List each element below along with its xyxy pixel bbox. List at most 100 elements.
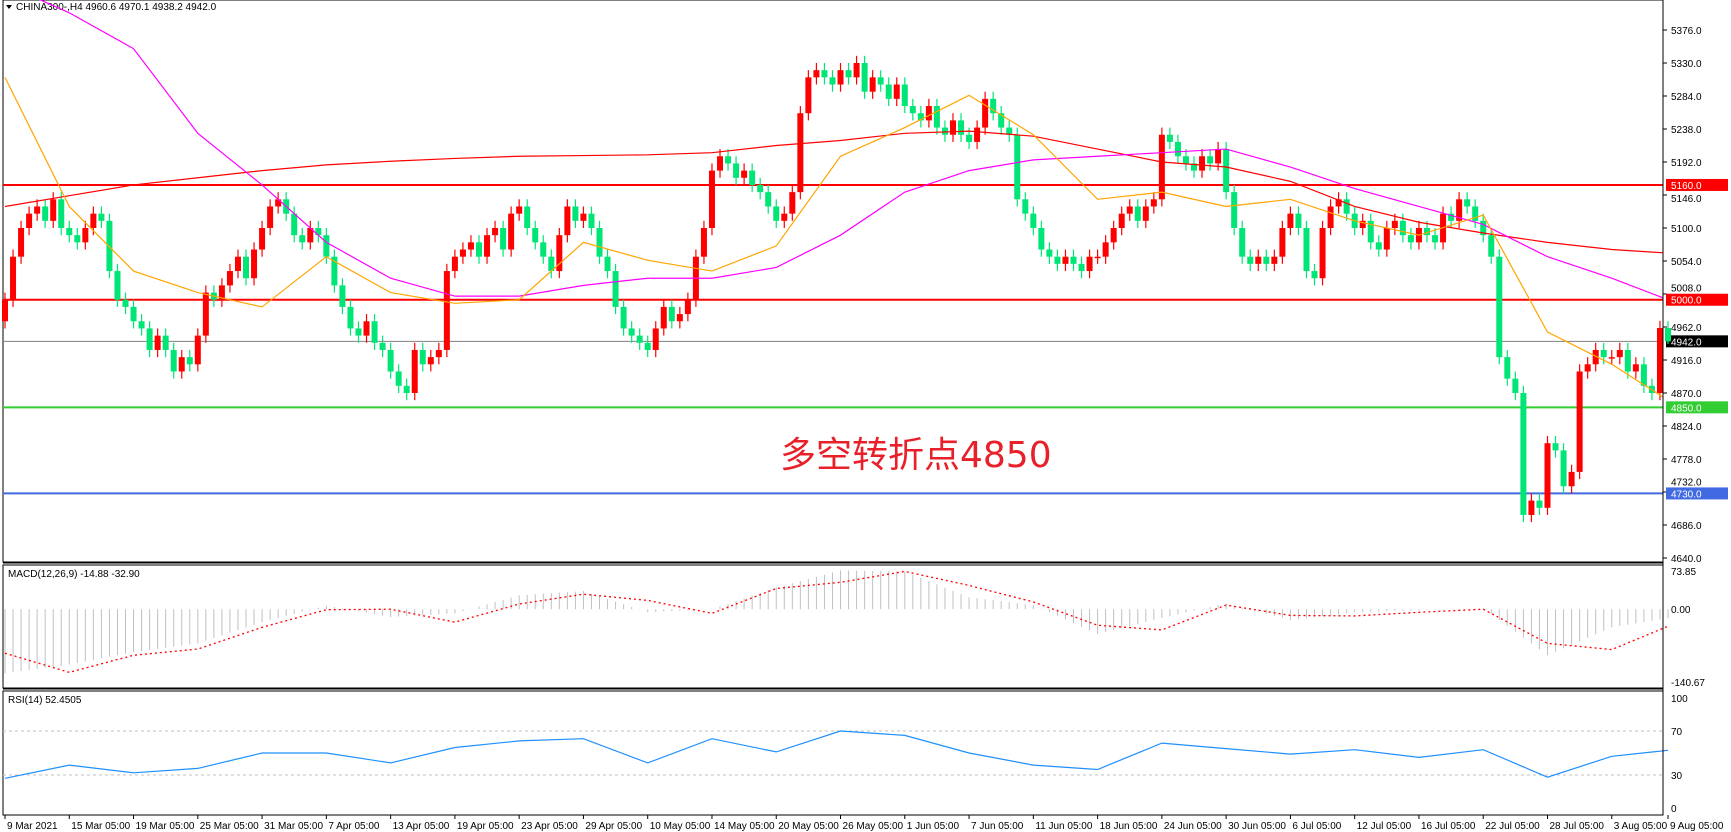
time-label: 28 Jul 05:00 (1549, 821, 1604, 832)
candle-body (1279, 228, 1286, 257)
candle-body (1303, 228, 1310, 272)
candle-body (845, 70, 852, 78)
candle-body (1223, 149, 1230, 193)
candle-body (1568, 471, 1575, 487)
candle-body (1327, 206, 1334, 228)
candle-body (1584, 364, 1591, 372)
candle-body (1407, 235, 1414, 243)
candle-body (1142, 206, 1149, 221)
candle-body (982, 98, 989, 128)
candle-body (813, 70, 820, 78)
candle-body (1094, 256, 1101, 259)
candle-body (1014, 134, 1021, 200)
price-tick-label: 4778.0 (1671, 455, 1702, 466)
candle-body (532, 228, 539, 243)
candle-body (1199, 156, 1206, 171)
candle-body (2, 299, 8, 322)
chart-header: CHINA300-,H4 4960.6 4970.1 4938.2 4942.0 (16, 2, 217, 13)
time-label: 31 Mar 05:00 (264, 821, 323, 832)
candle-body (1134, 206, 1141, 221)
candle-body (106, 220, 113, 272)
candle-body (234, 256, 241, 272)
candle-body (1271, 256, 1278, 264)
candle-body (226, 271, 233, 286)
candle-body (1375, 242, 1382, 250)
candle-body (403, 385, 410, 393)
price-level-label: 5160.0 (1671, 181, 1702, 192)
price-level-badge (1666, 487, 1728, 500)
candle-body (837, 70, 844, 85)
candle-body (1552, 443, 1559, 451)
candle-body (1600, 349, 1607, 358)
candle-body (725, 156, 732, 164)
time-label: 20 May 05:00 (778, 821, 839, 832)
candle-body (339, 285, 346, 307)
candle-body (1423, 228, 1430, 236)
price-tick-label: 4640.0 (1671, 554, 1702, 565)
annotation-text: 多空转折点4850 (780, 435, 1052, 476)
candle-body (26, 213, 33, 228)
price-tick-label: 4824.0 (1671, 422, 1702, 433)
price-level-label: 5000.0 (1671, 296, 1702, 307)
candle-body (291, 213, 298, 236)
candle-body (1022, 199, 1029, 214)
candle-body (925, 106, 932, 121)
time-label: 14 May 05:00 (714, 821, 775, 832)
candle-body (1456, 199, 1463, 221)
candle-body (419, 349, 426, 365)
candle-body (1560, 450, 1567, 487)
candle-body (162, 335, 169, 350)
time-label: 25 Mar 05:00 (200, 821, 259, 832)
candle-body (1231, 192, 1238, 228)
candle-body (1656, 328, 1663, 393)
rsi-axis-label: 70 (1671, 727, 1683, 738)
candle-body (1504, 357, 1511, 379)
time-label: 10 May 05:00 (650, 821, 711, 832)
candle-body (1207, 156, 1214, 164)
candle-body (524, 206, 531, 228)
candle-body (829, 77, 836, 85)
price-level-label: 4850.0 (1671, 403, 1702, 414)
candle-body (660, 306, 667, 329)
price-tick-label: 5238.0 (1671, 125, 1702, 136)
candle-body (789, 192, 796, 214)
candle-body (411, 349, 418, 393)
candle-body (958, 120, 965, 135)
candle-body (949, 120, 956, 135)
candle-body (612, 271, 619, 307)
candle-body (1383, 228, 1390, 250)
rsi-title: RSI(14) 52.4505 (8, 695, 82, 706)
candle-body (708, 170, 715, 228)
candle-body (1191, 163, 1198, 171)
candle-body (122, 299, 129, 307)
candle-body (1624, 349, 1631, 372)
candle-body (1054, 256, 1061, 264)
time-label: 18 Jun 05:00 (1100, 821, 1158, 832)
candle-body (1287, 213, 1294, 228)
price-level-badge (1666, 293, 1728, 306)
candle-body (885, 84, 892, 99)
candle-body (90, 213, 97, 228)
candle-body (1247, 256, 1254, 264)
time-label: 23 Apr 05:00 (521, 821, 578, 832)
candle-body (604, 256, 611, 272)
candle-body (765, 192, 772, 207)
candle-body (1608, 357, 1615, 359)
candle-body (58, 199, 65, 228)
time-label: 6 Jul 05:00 (1292, 821, 1341, 832)
candle-body (966, 134, 973, 142)
time-label: 13 Apr 05:00 (393, 821, 450, 832)
candle-body (540, 242, 547, 257)
price-tick-label: 4870.0 (1671, 389, 1702, 400)
candle-body (138, 321, 145, 329)
candle-body (1496, 256, 1503, 358)
time-label: 16 Jul 05:00 (1421, 821, 1476, 832)
time-label: 9 Aug 05:00 (1670, 821, 1724, 832)
candle-body (1102, 242, 1109, 257)
candle-body (717, 156, 724, 171)
candle-body (1110, 228, 1117, 243)
dropdown-triangle-icon (6, 5, 12, 9)
price-level-label: 4942.0 (1671, 337, 1702, 348)
candle-body (178, 357, 185, 372)
